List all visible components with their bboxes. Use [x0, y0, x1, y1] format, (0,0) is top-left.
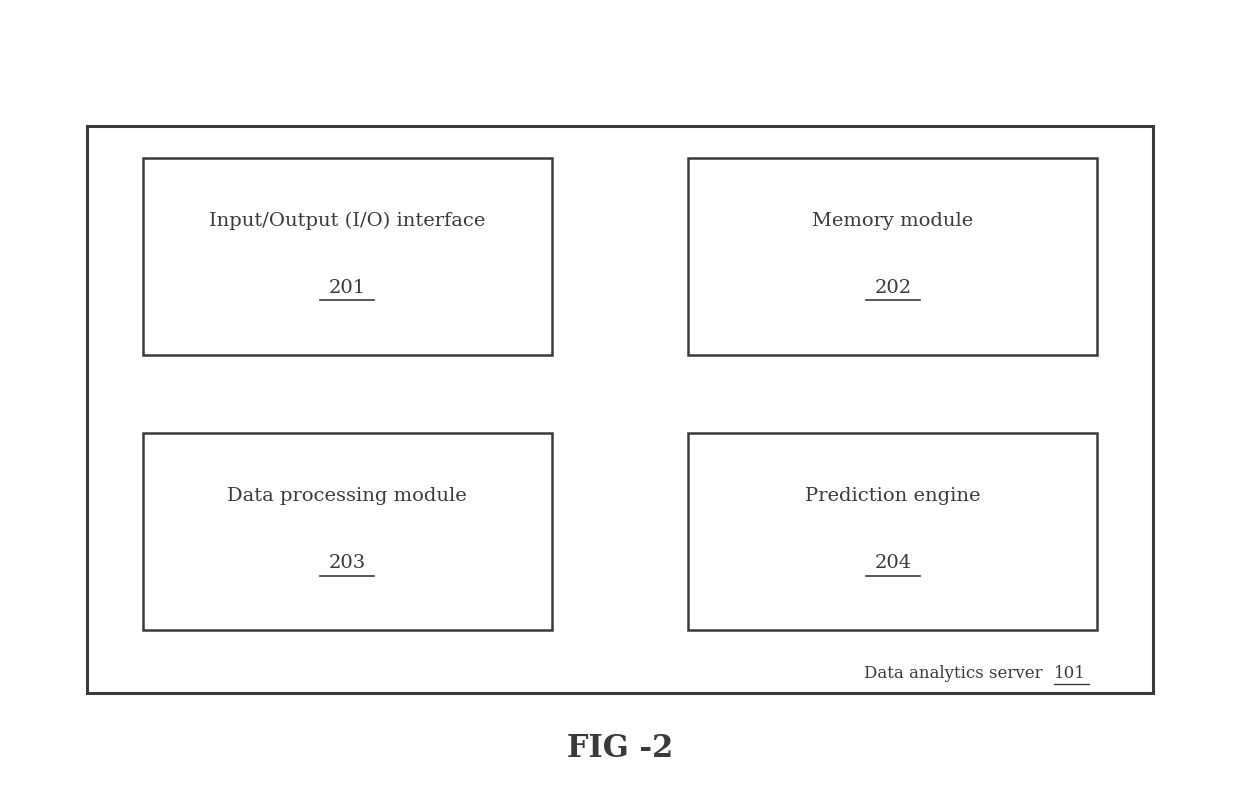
FancyBboxPatch shape — [143, 158, 552, 355]
FancyBboxPatch shape — [688, 158, 1097, 355]
FancyBboxPatch shape — [87, 126, 1153, 693]
Text: FIG -2: FIG -2 — [567, 733, 673, 764]
FancyBboxPatch shape — [688, 433, 1097, 630]
Text: 101: 101 — [1054, 665, 1086, 682]
Text: Prediction engine: Prediction engine — [805, 488, 981, 505]
Text: 204: 204 — [874, 555, 911, 572]
Text: Input/Output (I/O) interface: Input/Output (I/O) interface — [210, 211, 485, 230]
Text: Data processing module: Data processing module — [227, 488, 467, 505]
Text: 201: 201 — [329, 279, 366, 296]
Text: Memory module: Memory module — [812, 212, 973, 229]
FancyBboxPatch shape — [143, 433, 552, 630]
Text: Data analytics server: Data analytics server — [864, 665, 1048, 682]
Text: 203: 203 — [329, 555, 366, 572]
Text: 202: 202 — [874, 279, 911, 296]
